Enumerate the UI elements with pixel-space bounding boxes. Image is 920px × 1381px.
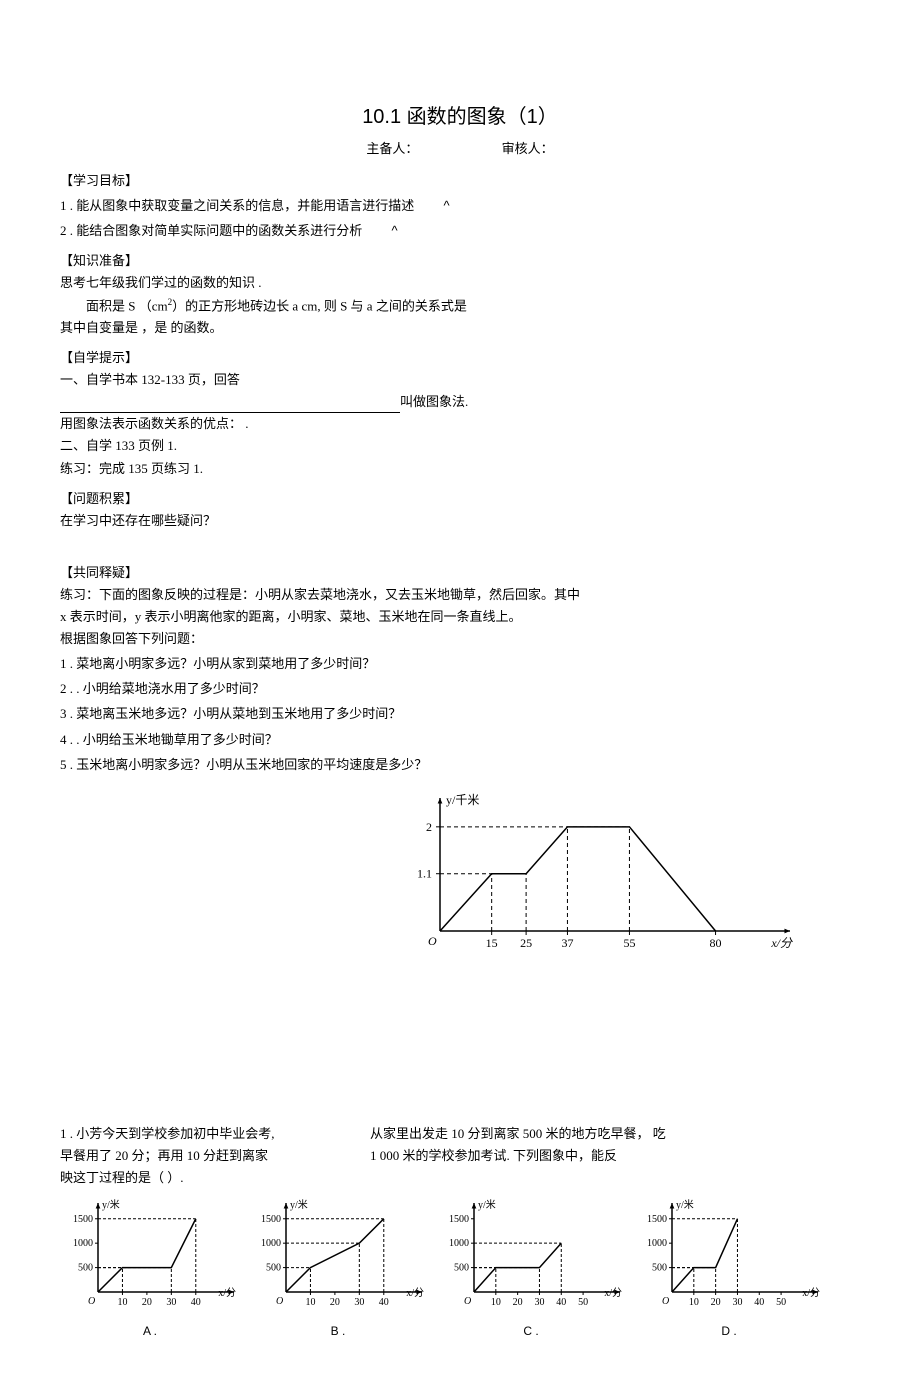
svg-text:O: O [276,1296,283,1307]
ex-intro-1: 练习：下面的图象反映的过程是：小明从家去菜地浇水，又去玉米地锄草，然后回家。其中 [60,584,860,606]
self-line-3: 用图象法表示函数关系的优点： . [60,413,860,435]
svg-text:O: O [428,934,437,948]
chart-a: 5001000150010203040y/米x/分O A . [60,1195,240,1341]
bq-2b: 1 000 米的学校参加考试. 下列图象中，能反 [370,1145,617,1167]
svg-text:500: 500 [454,1263,469,1274]
self-line-4: 二、自学 133 页例 1. [60,435,860,457]
svg-text:1000: 1000 [73,1238,93,1249]
prep-line-2: 面积是 S （cm2）的正方形地砖边长 a cm, 则 S 与 a 之间的关系式… [60,295,860,317]
ex-q3: 3 . 菜地离玉米地多远？小明从菜地到玉米地用了多少时间？ [60,703,860,725]
chart-d: 500100015001020304050y/米x/分O D . [634,1195,824,1341]
svg-text:y/米: y/米 [290,1198,308,1211]
ex-q1: 1 . 菜地离小明家多远？小明从家到菜地用了多少时间？ [60,653,860,675]
label-d: D . [634,1321,824,1341]
ex-q4: 4 . . 小明给玉米地锄草用了多少时间？ [60,729,860,751]
svg-text:1.1: 1.1 [417,866,432,880]
bq-2a: 早餐用了 20 分；再用 10 分赶到离家 [60,1145,370,1167]
svg-text:25: 25 [520,936,532,950]
ex-intro-3: 根据图象回答下列问题： [60,628,860,650]
svg-text:500: 500 [78,1263,93,1274]
svg-text:1000: 1000 [647,1238,667,1249]
self-l2: 叫做图象法. [400,394,468,409]
svg-text:y/千米: y/千米 [446,793,479,807]
svg-text:O: O [88,1296,95,1307]
subtitle: 主备人： 审核人： [60,138,860,160]
page-title: 10.1 函数的图象（1） [60,100,860,134]
svg-text:1500: 1500 [73,1214,93,1225]
prep-line-3: 其中自变量是 ，是 的函数。 [60,317,860,339]
svg-text:55: 55 [623,936,635,950]
label-c: C . [436,1321,626,1341]
goal-2: 2 . 能结合图象对简单实际问题中的函数关系进行分析 ^ [60,220,860,242]
prep-line-1: 思考七年级我们学过的函数的知识 . [60,272,860,294]
main-chart: 1.1 2 15 25 37 55 80 y/千米 x/分 O [400,786,860,963]
svg-text:1000: 1000 [449,1238,469,1249]
bottom-question: 1 . 小芳今天到学校参加初中毕业会考, 从家里出发走 10 分到离家 500 … [60,1123,860,1189]
ex-q5: 5 . 玉米地离小明家多远？小明从玉米地回家的平均速度是多少？ [60,754,860,776]
svg-text:x/分: x/分 [802,1287,820,1299]
label-a: A . [60,1321,240,1341]
self-line-1: 一、自学书本 132-133 页，回答 [60,369,860,391]
header-prep: 【知识准备】 [60,250,860,272]
header-qacc: 【问题积累】 [60,488,860,510]
rev-label: 审核人： [502,141,554,156]
mini-charts-row: 5001000150010203040y/米x/分O A . 500100015… [60,1195,860,1341]
goal-1: 1 . 能从图象中获取变量之间关系的信息，并能用语言进行描述 ^ [60,195,860,217]
svg-text:1500: 1500 [647,1214,667,1225]
svg-text:2: 2 [426,820,432,834]
svg-text:x/分: x/分 [406,1287,424,1299]
ex-intro-2: x 表示时间，y 表示小明离他家的距离，小明家、菜地、玉米地在同一条直线上。 [60,606,860,628]
bq-1a: 1 . 小芳今天到学校参加初中毕业会考, [60,1123,370,1145]
svg-text:1500: 1500 [261,1214,281,1225]
qacc-line: 在学习中还存在哪些疑问？ [60,510,860,532]
ex-q2: 2 . . 小明给菜地浇水用了多少时间？ [60,678,860,700]
svg-text:1000: 1000 [261,1238,281,1249]
svg-text:1500: 1500 [449,1214,469,1225]
goal-1-text: 1 . 能从图象中获取变量之间关系的信息，并能用语言进行描述 [60,198,414,213]
svg-text:80: 80 [710,936,722,950]
chart-c: 500100015001020304050y/米x/分O C . [436,1195,626,1341]
bq-1b: 从家里出发走 10 分到离家 500 米的地方吃早餐， 吃 [370,1123,666,1145]
svg-text:y/米: y/米 [102,1198,120,1211]
svg-text:37: 37 [561,936,573,950]
prep-2a: 面积是 S （cm [86,298,168,313]
header-shared: 【共同释疑】 [60,562,860,584]
self-line-blank: 叫做图象法. [60,391,860,413]
svg-text:x/分: x/分 [604,1287,622,1299]
caret-icon: ^ [444,198,450,213]
self-line-5: 练习：完成 135 页练习 1. [60,458,860,480]
header-self: 【自学提示】 [60,347,860,369]
svg-text:x/分: x/分 [218,1287,236,1299]
bq-3: 映这丁过程的是（ ）. [60,1167,860,1189]
goal-2-text: 2 . 能结合图象对简单实际问题中的函数关系进行分析 [60,223,362,238]
svg-text:15: 15 [486,936,498,950]
prep-2b: ）的正方形地砖边长 a cm, 则 S 与 a 之间的关系式是 [172,298,467,313]
caret-icon: ^ [392,223,398,238]
header-goals: 【学习目标】 [60,170,860,192]
svg-text:O: O [662,1296,669,1307]
label-b: B . [248,1321,428,1341]
svg-text:y/米: y/米 [478,1198,496,1211]
svg-text:500: 500 [266,1263,281,1274]
prep-label: 主备人： [366,141,418,156]
svg-text:O: O [464,1296,471,1307]
chart-b: 5001000150010203040y/米x/分O B . [248,1195,428,1341]
svg-text:500: 500 [652,1263,667,1274]
svg-text:x/分: x/分 [770,936,793,950]
svg-text:y/米: y/米 [676,1198,694,1211]
